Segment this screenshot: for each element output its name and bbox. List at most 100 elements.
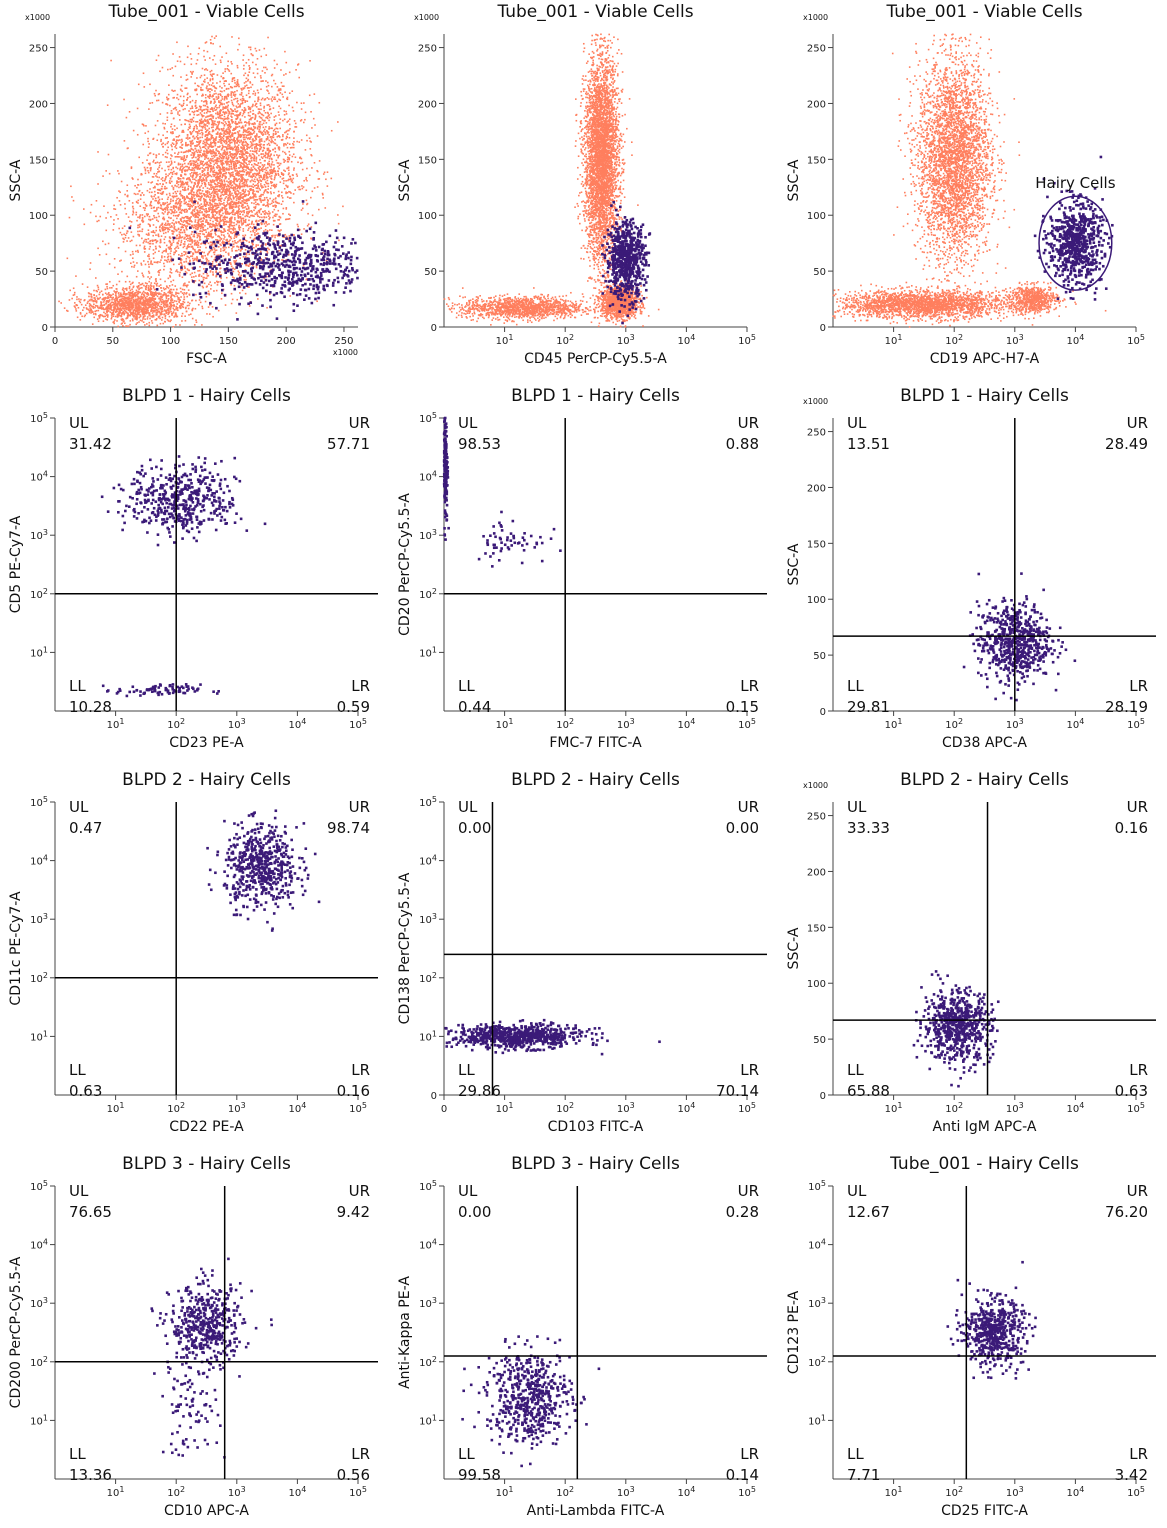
event-dot [260,55,263,58]
event-dot [200,125,203,128]
event-dot [269,197,271,200]
event-dot [269,155,271,158]
event-dot [208,165,210,167]
event-dot [278,249,280,252]
event-dot [211,181,213,184]
event-dot [230,120,233,122]
event-dot [219,153,222,156]
event-dot [179,198,181,201]
event-dot [151,191,153,194]
event-dot [180,84,183,87]
event-dot [152,153,155,156]
event-dot [129,220,131,222]
event-dot [206,108,209,111]
event-dot [236,89,238,92]
event-dot [229,146,232,149]
event-dot [206,173,209,175]
event-dot [206,103,208,105]
event-dot [185,74,188,76]
event-dot [200,256,203,258]
event-dot [284,50,286,53]
event-dot [295,69,297,71]
event-dot [177,156,180,158]
event-dot [254,139,256,142]
event-dot [205,177,207,179]
event-dot [228,111,231,113]
event-dot [268,248,270,251]
event-dot [143,201,145,204]
event-dot [204,183,206,186]
event-dot [193,125,196,128]
event-dot [157,133,160,136]
event-dot [219,171,222,173]
event-dot [208,214,210,216]
event-dot [274,147,276,150]
event-dot [260,227,262,229]
event-dot [139,215,141,218]
event-dot [158,170,161,173]
event-dot [253,194,255,197]
event-dot [286,146,289,149]
event-dot [205,101,208,104]
event-dot [203,195,206,197]
event-dot [221,163,224,165]
event-dot [148,280,151,283]
event-dot [225,154,227,156]
event-dot [237,193,239,195]
event-dot [209,70,212,73]
event-dot [337,222,340,225]
event-dot [252,165,255,168]
event-dot [263,99,266,101]
event-dot [223,150,226,152]
event-dot [198,108,200,111]
event-dot [259,130,262,133]
event-dot [255,160,258,162]
event-dot [224,189,226,191]
event-dot [185,238,188,241]
event-dot [222,122,224,125]
event-dot [236,99,239,102]
event-dot [234,120,237,123]
event-dot [247,143,250,146]
event-dot [264,154,267,157]
event-dot [254,104,257,107]
event-dot [278,219,281,221]
event-dot [259,102,262,105]
event-dot [218,106,220,109]
event-dot [202,177,205,179]
event-dot [223,184,225,187]
event-dot [235,199,238,202]
event-dot [205,68,207,70]
event-dot [214,105,217,108]
event-dot [142,143,145,146]
event-dot [228,140,230,142]
event-dot [239,239,241,242]
event-dot [152,186,155,189]
event-dot [203,175,206,177]
event-dot [152,249,155,251]
event-dot [274,123,277,126]
event-dot [227,232,229,235]
event-dot [247,78,250,81]
event-dot [288,143,291,146]
event-dot [213,141,215,143]
event-dot [237,216,240,219]
event-dot [152,224,155,226]
event-dot [210,203,213,205]
event-dot [223,156,226,158]
event-dot [166,103,169,106]
event-dot [297,64,299,66]
event-dot [214,249,217,252]
event-dot [254,135,256,138]
event-dot [326,171,329,173]
event-dot [184,87,187,89]
event-dot [293,167,295,169]
event-dot [227,65,229,67]
event-dot [247,92,250,95]
event-dot [230,174,233,177]
event-dot [161,185,163,188]
event-dot [212,73,214,75]
event-dot [260,108,262,111]
event-dot [273,79,275,82]
event-dot [247,127,250,130]
